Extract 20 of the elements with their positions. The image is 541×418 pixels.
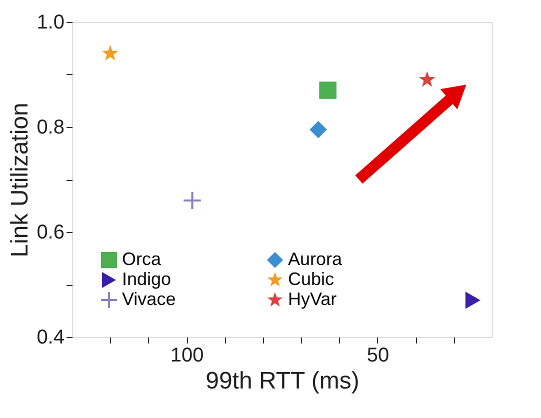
point [465,292,480,309]
legend-label: Vivace [122,289,176,309]
legend-label: Indigo [122,269,172,289]
point [184,192,201,210]
y-tick-label: 0.4 [36,326,64,348]
legend-label: Aurora [288,249,344,269]
y-tick-label: 0.6 [36,222,64,244]
point [102,44,118,61]
point [418,71,436,87]
x-tick-label: 100 [170,344,204,366]
y-axis-title: Link Utilization [6,102,34,258]
legend-label: Cubic [288,269,334,289]
y-tick-label: 1.0 [36,12,64,34]
y-tick-label: 0.8 [36,116,64,138]
legend-label: Orca [122,249,162,269]
x-tick-label: 50 [366,344,390,366]
legend-label: HyVar [288,289,337,309]
point [319,82,336,99]
x-axis-title: 99th RTT (ms) [206,368,360,394]
point [310,120,327,138]
